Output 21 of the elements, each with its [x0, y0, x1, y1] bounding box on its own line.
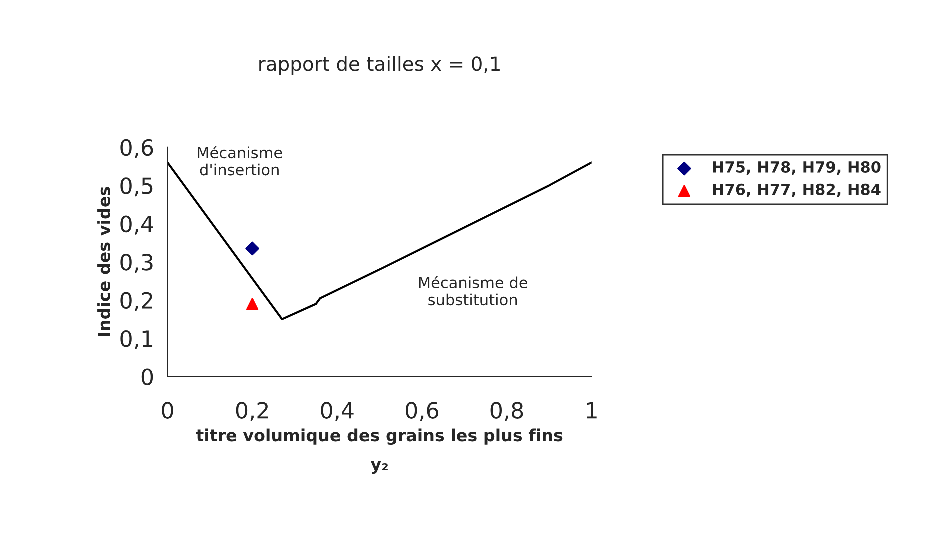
y-tick-label: 0,1 [120, 330, 153, 350]
line-series [168, 162, 592, 320]
y-tick-label: 0,5 [120, 178, 153, 197]
x-axis-title: titre volumique des grains les plus fins y₂ [196, 428, 563, 474]
x-tick-label: 0,4 [321, 402, 354, 422]
x-tick-label: 0,2 [236, 402, 268, 422]
y-axis-title: Indice des vides [98, 187, 110, 336]
y-tick-label: 0,6 [120, 139, 154, 158]
y-tick-label: 0,2 [120, 292, 152, 312]
x-tick-label: 0,6 [406, 402, 438, 422]
x-tick-label: 1 [587, 402, 597, 419]
legend-label: H75, H78, H79, H80 [713, 161, 881, 175]
y-tick-label: 0,4 [120, 216, 154, 235]
x-tick-label: 0,8 [490, 402, 524, 422]
y-tick-label: 0 [142, 368, 154, 386]
annotation: Mécanisme d'insertion [198, 146, 282, 176]
annotation: Mécanisme de substitution [419, 276, 528, 306]
x-tick-label: 0 [162, 402, 174, 419]
chart-title: rapport de tailles x = 0,1 [260, 56, 500, 76]
legend-label: H76, H77, H82, H84 [713, 184, 881, 198]
y-tick-label: 0,3 [120, 254, 153, 274]
